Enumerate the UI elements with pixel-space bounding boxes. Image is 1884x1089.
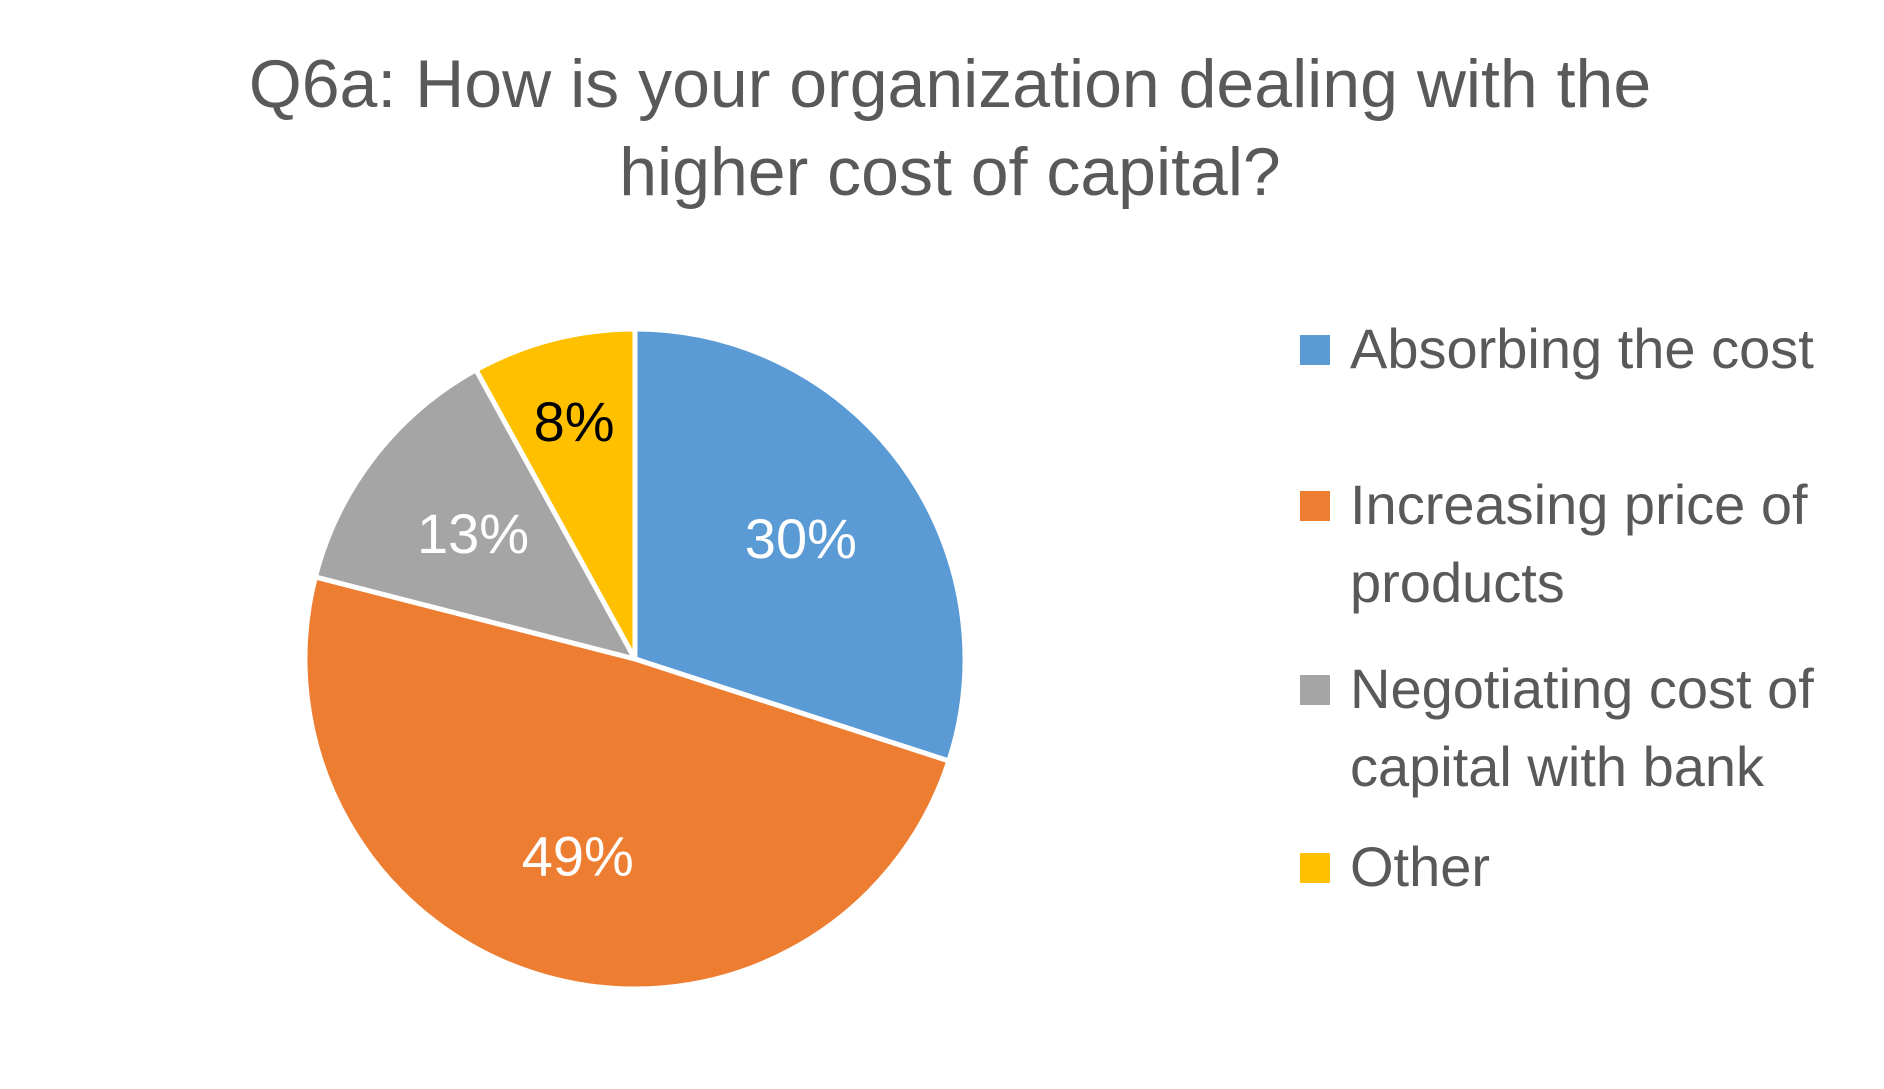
pie-data-labels: 30% 49% 13%8% <box>417 390 857 887</box>
data-label-absorbing: 30% <box>745 507 857 570</box>
chart-title-line-2: higher cost of capital? <box>619 134 1281 210</box>
pie-slice-other <box>473 326 638 662</box>
data-label-other: 8% <box>534 390 615 453</box>
legend-item-increasing-price: Increasing price of products <box>1300 466 1860 622</box>
chart-title-line-1: Q6a: How is your organization dealing wi… <box>248 46 1652 122</box>
legend-label-other: Other <box>1350 828 1860 906</box>
legend-swatch-absorbing <box>1300 335 1330 365</box>
legend: Absorbing the cost Increasing price of p… <box>1300 310 1860 906</box>
legend-label-absorbing: Absorbing the cost <box>1350 310 1860 388</box>
chart-title: Q6a: How is your organization dealing wi… <box>190 40 1710 216</box>
legend-item-other: Other <box>1300 828 1860 906</box>
pie-slice-increasing-price <box>302 574 952 992</box>
legend-label-other-line-1: Other <box>1350 835 1491 898</box>
legend-label-negotiating-line-1: Negotiating cost of <box>1350 657 1814 720</box>
legend-item-negotiating: Negotiating cost of capital with bank <box>1300 650 1860 806</box>
legend-swatch-other <box>1300 853 1330 883</box>
data-label-negotiating: 13% <box>417 502 529 565</box>
legend-label-negotiating: Negotiating cost of capital with bank <box>1350 650 1860 806</box>
legend-label-negotiating-line-2: capital with bank <box>1350 735 1765 798</box>
legend-label-increasing-price-line-2: products <box>1350 551 1565 614</box>
pie-slice-negotiating <box>312 367 638 662</box>
legend-label-increasing-price-line-1: Increasing price of <box>1350 473 1808 536</box>
pie-slice-absorbing <box>632 326 968 764</box>
legend-label-absorbing-line-1: Absorbing the cost <box>1350 317 1814 380</box>
data-label-increasing-price: 49% <box>522 824 634 887</box>
legend-item-absorbing: Absorbing the cost <box>1300 310 1860 388</box>
legend-swatch-increasing-price <box>1300 491 1330 521</box>
legend-swatch-negotiating <box>1300 675 1330 705</box>
legend-label-increasing-price: Increasing price of products <box>1350 466 1860 622</box>
pie-slices <box>302 326 968 992</box>
